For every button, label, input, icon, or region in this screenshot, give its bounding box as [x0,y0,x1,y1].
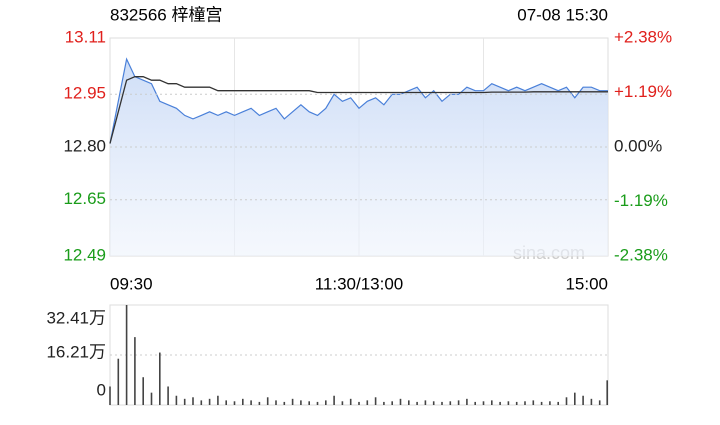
y2-tick-label: -2.38% [614,245,668,264]
volume-bar [574,392,576,405]
volume-bar [192,397,194,405]
volume-bar [474,401,476,405]
volume-bar [408,400,410,405]
volume-bar [606,380,608,405]
y-tick-label: 12.80 [63,136,106,155]
price-area [110,59,608,256]
volume-bar [325,400,327,405]
volume-bar [424,400,427,405]
volume-bar [125,305,128,405]
volume-bar [208,398,211,405]
volume-bar [142,377,144,405]
volume-bar [291,398,294,405]
volume-bar [250,400,252,405]
volume-bar [300,400,302,405]
y-tick-label: 0 [97,380,106,399]
y-tick-label: 32.41万 [46,308,106,327]
volume-bar [217,395,219,405]
volume-bar [183,398,186,405]
volume-bar [515,401,518,405]
volume-bar [159,352,161,405]
volume-bar [275,400,277,405]
y-tick-label: 13.11 [65,27,106,46]
volume-bar [491,400,493,405]
volume-bar [200,400,203,405]
volume-bar [134,337,136,405]
volume-bar [358,401,360,405]
volume-bar [349,398,352,405]
volume-bar [482,401,485,405]
y2-tick-label: +2.38% [614,27,672,46]
volume-bar [549,401,551,405]
volume-bar [175,395,178,405]
volume-bar [366,400,369,405]
timestamp: 07-08 15:30 [517,5,608,24]
volume-bar [266,397,269,405]
volume-bar [457,400,460,405]
y-tick-label: 12.65 [63,189,106,208]
y-tick-label: 16.21万 [46,342,106,361]
volume-bar [499,401,501,405]
volume-bar [441,401,443,405]
volume-bar [167,386,169,405]
volume-bar [416,401,418,405]
plot-frame [109,304,609,406]
y-tick-label: 12.49 [63,245,106,264]
volume-bar [233,401,236,405]
volume-bar [308,401,310,405]
volume-bar [150,392,153,405]
x-tick-label: 11:30/13:00 [315,274,404,293]
volume-bar [565,397,568,405]
volume-bar [399,398,402,405]
series-line [109,76,608,144]
volume-bar [532,400,535,405]
y-tick-label: 12.95 [63,84,106,103]
volume-bar [449,401,452,405]
volume-bar [333,395,335,405]
volume-bar [283,401,286,405]
volume-bar [598,400,601,405]
volume-bar [374,397,377,405]
volume-bar [507,401,510,405]
y2-tick-label: +1.19% [614,82,672,101]
volume-bar [582,395,584,405]
x-tick-label: 09:30 [110,274,153,293]
y2-tick-label: -1.19% [614,191,668,210]
volume-bar [316,401,319,405]
volume-bar [383,401,385,405]
volume-bar [466,398,468,405]
volume-bar [117,358,120,405]
volume-bar [341,401,344,405]
volume-bar [225,400,227,405]
volume-bar [432,401,435,405]
x-tick-label: 15:00 [565,274,608,293]
volume-bar [557,401,559,405]
y2-tick-label: 0.00% [614,136,662,155]
volume-bar [524,401,526,405]
series-line [109,57,608,144]
volume-bar [258,401,261,405]
chart-title: 832566 梓橦宫 [110,5,222,24]
volume-bar [242,398,244,405]
volume-bar [590,398,593,405]
volume-bar [540,401,543,405]
volume-bar [109,386,111,405]
volume-bar [391,401,393,405]
